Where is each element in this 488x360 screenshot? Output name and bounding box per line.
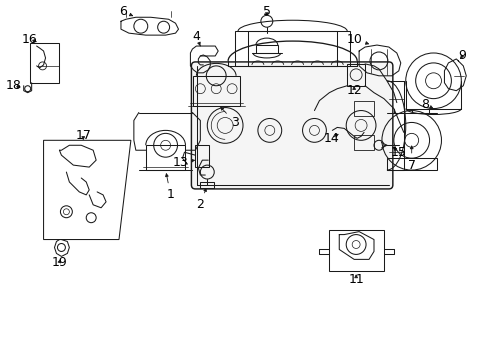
Text: 14: 14 <box>323 132 339 145</box>
Text: 18: 18 <box>6 79 21 92</box>
Text: 19: 19 <box>51 256 67 269</box>
Text: 5: 5 <box>262 5 270 18</box>
Text: 16: 16 <box>22 33 38 46</box>
Bar <box>235 31 349 66</box>
Bar <box>386 158 436 170</box>
Text: 10: 10 <box>346 33 368 46</box>
Bar <box>195 145 209 167</box>
Text: 3: 3 <box>220 107 239 129</box>
FancyBboxPatch shape <box>191 62 392 189</box>
Bar <box>346 64 365 86</box>
Bar <box>353 100 373 116</box>
Text: 13: 13 <box>172 156 194 168</box>
Text: 15: 15 <box>390 146 406 159</box>
Text: 8: 8 <box>421 98 432 111</box>
Bar <box>255 45 277 53</box>
Text: 2: 2 <box>196 188 206 211</box>
Bar <box>353 135 373 150</box>
Text: 12: 12 <box>346 84 361 97</box>
Text: 7: 7 <box>407 146 415 172</box>
Text: 11: 11 <box>347 273 363 286</box>
Text: 4: 4 <box>192 30 200 45</box>
Text: 1: 1 <box>165 174 174 201</box>
Text: 9: 9 <box>457 49 465 63</box>
Text: 17: 17 <box>75 129 91 142</box>
Text: 6: 6 <box>119 5 132 18</box>
